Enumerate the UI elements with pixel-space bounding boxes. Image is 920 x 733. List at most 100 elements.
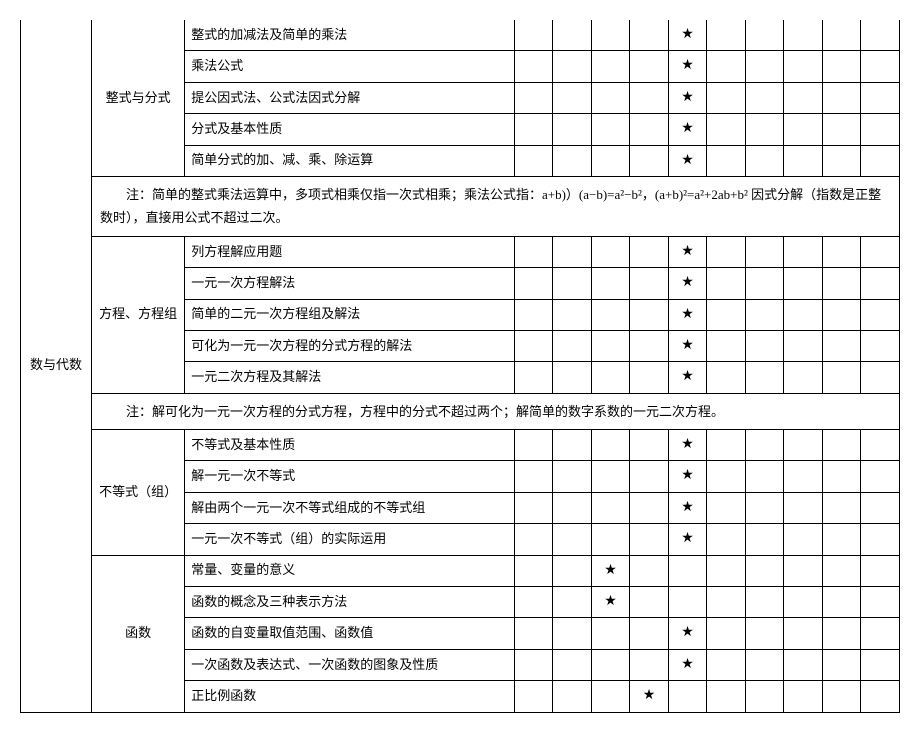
grid-cell (707, 299, 746, 330)
sub-category: 不等式（组） (91, 430, 184, 556)
grid-cell (591, 82, 630, 113)
grid-cell (514, 681, 553, 712)
star-mark: ★ (681, 338, 694, 353)
grid-cell (707, 362, 746, 393)
grid-cell (514, 145, 553, 176)
grid-cell (514, 461, 553, 492)
grid-cell (822, 51, 861, 82)
grid-cell (822, 587, 861, 618)
grid-cell (784, 299, 823, 330)
star-mark: ★ (681, 531, 694, 546)
grid-cell (707, 330, 746, 361)
topic-cell: 分式及基本性质 (185, 114, 514, 145)
grid-cell (591, 618, 630, 649)
grid-cell (784, 145, 823, 176)
grid-cell (784, 362, 823, 393)
grid-cell (861, 681, 900, 712)
grid-cell (784, 461, 823, 492)
grid-cell: ★ (668, 330, 707, 361)
grid-cell (822, 362, 861, 393)
star-mark: ★ (681, 369, 694, 384)
grid-cell: ★ (668, 51, 707, 82)
grid-cell (822, 114, 861, 145)
topic-cell: 可化为一元一次方程的分式方程的解法 (185, 330, 514, 361)
grid-cell (591, 330, 630, 361)
grid-cell (553, 461, 592, 492)
topic-cell: 简单的二元一次方程组及解法 (185, 299, 514, 330)
grid-cell (514, 236, 553, 267)
topic-cell: 正比例函数 (185, 681, 514, 712)
grid-cell (514, 114, 553, 145)
star-mark: ★ (604, 563, 617, 578)
grid-cell (745, 145, 784, 176)
grid-cell (630, 524, 669, 555)
grid-cell (861, 20, 900, 51)
grid-cell (707, 51, 746, 82)
star-mark: ★ (681, 275, 694, 290)
syllabus-table: 数与代数整式与分式整式的加减法及简单的乘法★乘法公式★提公因式法、公式法因式分解… (20, 20, 900, 713)
grid-cell (822, 20, 861, 51)
grid-cell (745, 82, 784, 113)
grid-cell: ★ (630, 681, 669, 712)
grid-cell (553, 587, 592, 618)
topic-cell: 函数的自变量取值范围、函数值 (185, 618, 514, 649)
grid-cell (591, 299, 630, 330)
grid-cell (861, 430, 900, 461)
star-mark: ★ (681, 500, 694, 515)
grid-cell (553, 330, 592, 361)
grid-cell (553, 236, 592, 267)
star-mark: ★ (604, 594, 617, 609)
grid-cell: ★ (668, 114, 707, 145)
grid-cell: ★ (668, 299, 707, 330)
grid-cell (553, 20, 592, 51)
grid-cell: ★ (668, 461, 707, 492)
topic-cell: 一元一次方程解法 (185, 268, 514, 299)
topic-cell: 一元一次不等式（组）的实际运用 (185, 524, 514, 555)
grid-cell (591, 524, 630, 555)
grid-cell (630, 492, 669, 523)
grid-cell (861, 114, 900, 145)
topic-cell: 列方程解应用题 (185, 236, 514, 267)
grid-cell (745, 587, 784, 618)
grid-cell (861, 524, 900, 555)
grid-cell (745, 268, 784, 299)
grid-cell (861, 362, 900, 393)
grid-cell (514, 362, 553, 393)
grid-cell (745, 461, 784, 492)
grid-cell (784, 649, 823, 680)
grid-cell (553, 362, 592, 393)
note-cell: 注：解可化为一元一次方程的分式方程，方程中的分式不超过两个；解简单的数字系数的一… (91, 393, 899, 429)
grid-cell (630, 268, 669, 299)
grid-cell (784, 430, 823, 461)
note-row: 注：简单的整式乘法运算中，多项式相乘仅指一次式相乘；乘法公式指：a+b)）(a−… (21, 176, 900, 236)
grid-cell (822, 145, 861, 176)
grid-cell (553, 618, 592, 649)
grid-cell: ★ (668, 649, 707, 680)
grid-cell (822, 268, 861, 299)
grid-cell (822, 618, 861, 649)
grid-cell (707, 555, 746, 586)
grid-cell (553, 524, 592, 555)
grid-cell (745, 555, 784, 586)
grid-cell (745, 524, 784, 555)
grid-cell (514, 268, 553, 299)
grid-cell (630, 430, 669, 461)
grid-cell: ★ (668, 524, 707, 555)
grid-cell (553, 268, 592, 299)
grid-cell (784, 618, 823, 649)
grid-cell (784, 82, 823, 113)
star-mark: ★ (681, 244, 694, 259)
grid-cell (591, 681, 630, 712)
grid-cell (514, 51, 553, 82)
grid-cell (553, 681, 592, 712)
grid-cell (630, 330, 669, 361)
star-mark: ★ (681, 625, 694, 640)
grid-cell (514, 430, 553, 461)
grid-cell (707, 618, 746, 649)
grid-cell (784, 236, 823, 267)
grid-cell (707, 82, 746, 113)
grid-cell (745, 362, 784, 393)
main-category: 数与代数 (21, 20, 92, 712)
grid-cell (745, 649, 784, 680)
grid-cell (630, 618, 669, 649)
